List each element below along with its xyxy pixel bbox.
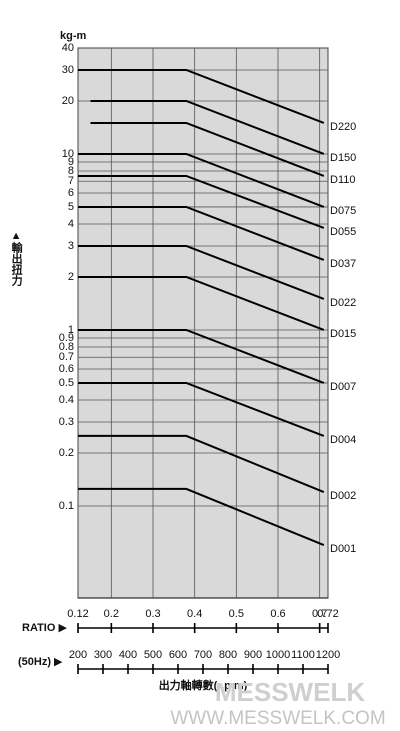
series-label: D002 — [330, 490, 356, 502]
y-unit: kg-m — [60, 30, 87, 42]
series-label: D055 — [330, 226, 356, 238]
x-label: RATIO ▶ — [22, 622, 67, 634]
series-line — [78, 152, 325, 208]
y-tick-label: 40 — [62, 42, 74, 54]
plot-area — [77, 47, 329, 599]
x2-tick-label: 500 — [144, 649, 162, 661]
x-tick-label: 0.12 — [67, 608, 88, 620]
series-label: D004 — [330, 434, 356, 446]
x2-tick-label: 600 — [169, 649, 187, 661]
y-tick-label: 0.5 — [59, 377, 74, 389]
y-tick-label: 20 — [62, 95, 74, 107]
series-label: D150 — [330, 152, 356, 164]
y-tick-label: 7 — [68, 175, 74, 187]
series-label: D220 — [330, 121, 356, 133]
y-tick-label: 0.7 — [59, 351, 74, 363]
y-tick-label: 10 — [62, 148, 74, 160]
x-tick-label: 0.72 — [317, 608, 338, 620]
series-line — [78, 381, 325, 437]
y-tick-label: 0.9 — [59, 332, 74, 344]
x-tick-label: 0.2 — [104, 608, 119, 620]
series-line — [78, 434, 325, 493]
series-line — [78, 244, 325, 300]
series-line — [78, 174, 325, 229]
y-tick-label: 5 — [68, 201, 74, 213]
series-line — [78, 205, 325, 261]
series-label: D075 — [330, 205, 356, 217]
series-label: D015 — [330, 328, 356, 340]
y-tick-label: 0.1 — [59, 500, 74, 512]
series-line — [78, 328, 325, 384]
watermark: MESSWELK — [215, 677, 365, 707]
y-tick-label: 1 — [68, 324, 74, 336]
series-line — [78, 275, 325, 331]
x2-tick-label: 700 — [194, 649, 212, 661]
x2-title: 出力軸轉數(r.p.m) — [159, 678, 248, 692]
x2-tick-label: 200 — [69, 649, 87, 661]
y-tick-label: 30 — [62, 64, 74, 76]
y-tick-label: 3 — [68, 240, 74, 252]
y-label: ▲輸出扭力 — [10, 230, 23, 287]
x2-tick-label: 1000 — [266, 649, 290, 661]
y-tick-label: 0.6 — [59, 363, 74, 375]
y-tick-label: 4 — [68, 218, 74, 230]
series-label: D037 — [330, 258, 356, 270]
y-tick-label: 0.4 — [59, 394, 74, 406]
x-tick-label: 0.5 — [229, 608, 244, 620]
series-label: D007 — [330, 381, 356, 393]
series-line — [90, 121, 325, 177]
series-label: D001 — [330, 543, 356, 555]
series-label: D110 — [330, 174, 355, 186]
website: WWW.MESSWELK.COM — [170, 708, 385, 729]
y-tick-label: 9 — [68, 156, 74, 168]
x-tick-label: 0.7 — [312, 608, 327, 620]
x-tick-label: 0.3 — [145, 608, 160, 620]
y-tick-label: 0.2 — [59, 447, 74, 459]
y-tick-label: 6 — [68, 187, 74, 199]
x-tick-label: 0.4 — [187, 608, 202, 620]
x2-tick-label: 1100 — [291, 649, 315, 661]
x-tick-label: 0.6 — [270, 608, 285, 620]
series-line — [90, 99, 325, 155]
y-tick-label: 8 — [68, 165, 74, 177]
series-label: D022 — [330, 297, 356, 309]
x2-tick-label: 800 — [219, 649, 237, 661]
series-line — [78, 68, 325, 124]
series-line — [78, 487, 325, 546]
x2-tick-label: 1200 — [316, 649, 340, 661]
x2-tick-label: 900 — [244, 649, 262, 661]
x2-tick-label: 400 — [119, 649, 137, 661]
y-tick-label: 0.3 — [59, 416, 74, 428]
y-tick-label: 0.8 — [59, 341, 74, 353]
x2-label: (50Hz) ▶ — [18, 656, 63, 668]
y-tick-label: 2 — [68, 271, 74, 283]
x2-tick-label: 300 — [94, 649, 112, 661]
